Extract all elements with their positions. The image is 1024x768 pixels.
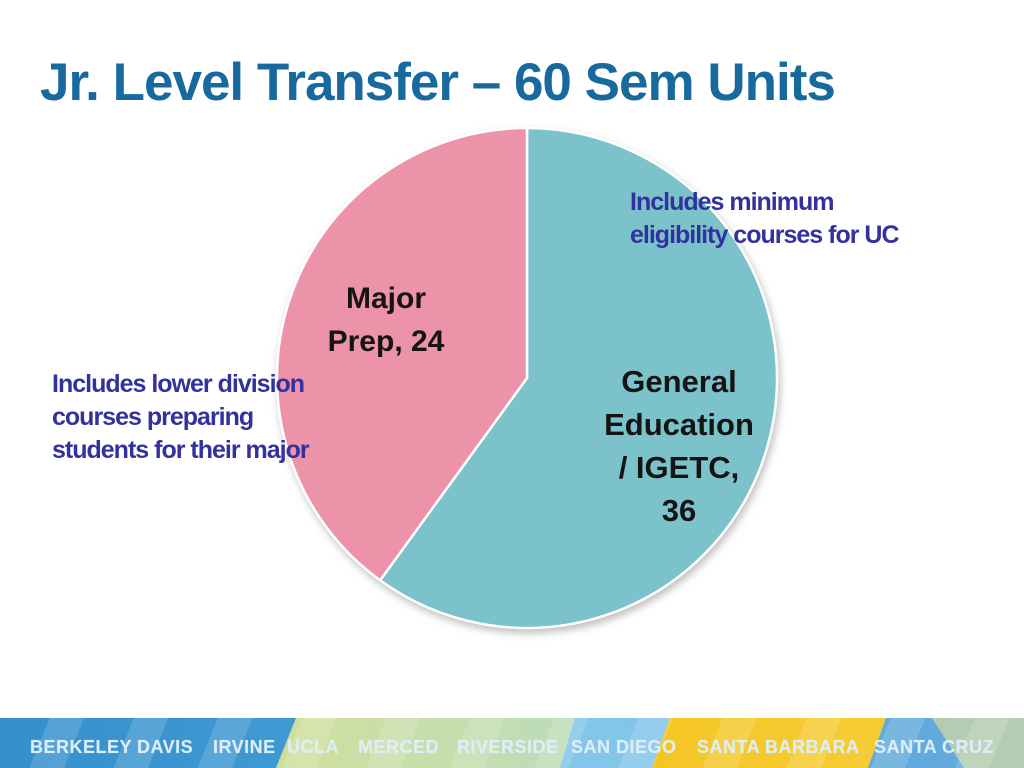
slide-title: Jr. Level Transfer – 60 Sem Units xyxy=(40,53,836,112)
footer-campus-davis: DAVIS xyxy=(137,737,194,757)
annotation-uc-eligibility: Includes minimum eligibility courses for… xyxy=(630,188,900,249)
footer-campus-riverside: RIVERSIDE xyxy=(457,737,559,757)
pie-slices-group xyxy=(275,126,779,630)
pie-label-general-education: General Education / IGETC, 36 xyxy=(604,364,754,528)
footer-campus-santa-barbara: SANTA BARBARA xyxy=(697,737,860,757)
uc-campus-footer-bar: BERKELEY DAVIS IRVINE UCLA MERCED RIVERSIDE SA… xyxy=(0,718,1024,768)
footer-campus-santa-cruz: SANTA CRUZ xyxy=(874,737,994,757)
footer-campus-ucla: UCLA xyxy=(287,737,339,757)
footer-segment-blue-left xyxy=(0,718,296,768)
footer-segment-gold xyxy=(652,718,886,768)
footer-campus-merced: MERCED xyxy=(358,737,440,757)
annotation-lower-division: Includes lower division courses preparin… xyxy=(52,370,310,464)
footer-campus-san-diego: SAN DIEGO xyxy=(571,737,677,757)
pie-slice-general-education-igetc xyxy=(378,126,779,630)
footer-campus-berkeley: BERKELEY xyxy=(30,737,133,757)
pie-label-major-prep: Major Prep, 24 xyxy=(327,282,445,358)
pie-slice-major-prep xyxy=(275,126,529,582)
footer-diagonal-streaks xyxy=(0,718,1024,768)
footer-segment-green-transition xyxy=(276,718,575,768)
footer-campus-irvine: IRVINE xyxy=(213,737,276,757)
footer-segment-light-blue xyxy=(560,718,670,768)
